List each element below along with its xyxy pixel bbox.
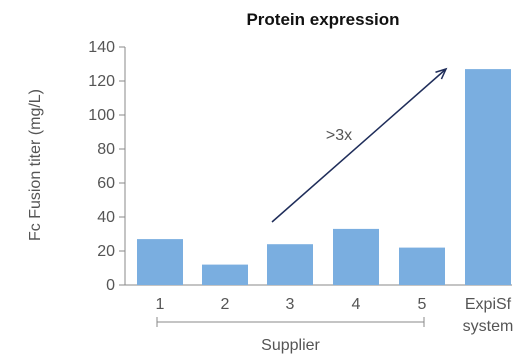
bar-1 <box>137 239 183 285</box>
x-tick-label: 4 <box>352 296 361 313</box>
bar-2 <box>202 264 248 285</box>
y-tick-label: 40 <box>97 209 115 226</box>
chart-title: Protein expression <box>246 10 399 29</box>
y-axis: 0 20 40 60 80 100 120 140 <box>88 39 512 294</box>
annotation-arrow-line <box>271 68 447 223</box>
y-tick-label: 60 <box>97 175 115 192</box>
bars <box>137 69 511 285</box>
x-tick-label: 1 <box>156 296 165 313</box>
y-axis-label: Fc Fusion titer (mg/L) <box>27 89 44 241</box>
bar-5 <box>399 247 445 285</box>
y-tick-label: 140 <box>88 39 115 56</box>
y-tick-label: 120 <box>88 73 115 90</box>
x-tick-label: ExpiSf <box>465 296 512 313</box>
x-axis-ticks: 1 2 3 4 5 ExpiSf system <box>156 296 514 335</box>
x-tick-label: 3 <box>286 296 295 313</box>
bar-4 <box>333 228 379 285</box>
x-tick-label: 2 <box>221 296 230 313</box>
bar-expisf <box>465 69 511 285</box>
y-tick-label: 80 <box>97 141 115 158</box>
y-tick-label: 0 <box>106 277 115 294</box>
arrow-head-icon <box>435 67 448 80</box>
y-tick-label: 20 <box>97 243 115 260</box>
supplier-bracket: Supplier <box>156 317 425 354</box>
group-label: Supplier <box>261 337 320 354</box>
annotation: >3x <box>271 67 448 223</box>
y-tick-label: 100 <box>88 107 115 124</box>
x-tick-label: 5 <box>418 296 427 313</box>
bar-3 <box>267 244 313 285</box>
annotation-text: >3x <box>326 127 352 144</box>
x-tick-sublabel: system <box>463 318 514 335</box>
